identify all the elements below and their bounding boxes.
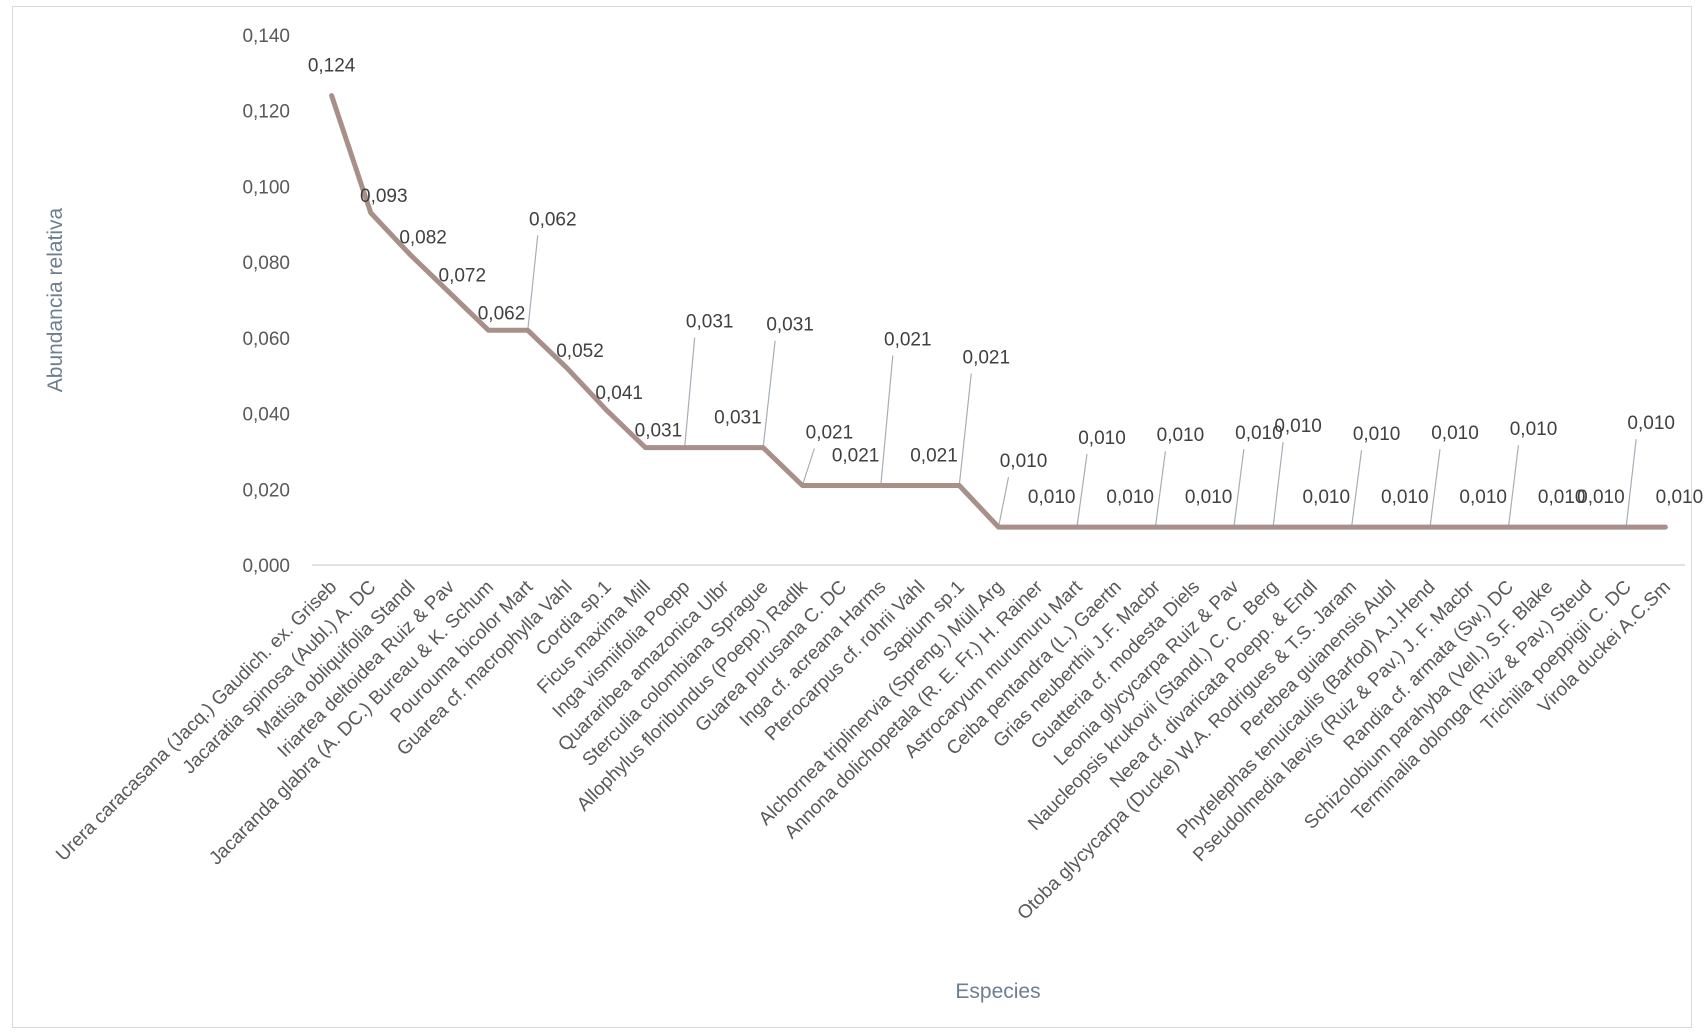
- data-label: 0,010: [1274, 416, 1322, 437]
- y-tick-label: 0,100: [242, 177, 290, 198]
- y-tick-label: 0,040: [242, 405, 290, 426]
- y-tick-label: 0,080: [242, 253, 290, 274]
- leader-line: [1350, 450, 1363, 528]
- data-label: 0,021: [910, 446, 958, 467]
- data-label: 0,021: [806, 423, 854, 444]
- leader-lines: [527, 235, 1637, 528]
- y-tick-label: 0,020: [242, 480, 290, 501]
- y-axis-ticks: 0,000 0,020 0,040 0,060 0,080 0,100 0,120 0,140: [242, 26, 290, 577]
- data-label: 0,010: [1627, 413, 1675, 434]
- leader-line: [801, 448, 815, 486]
- y-tick-label: 0,000: [242, 556, 290, 577]
- data-label: 0,093: [360, 186, 408, 207]
- y-axis-title: Abundancia relativa: [44, 207, 67, 392]
- leader-line: [1154, 451, 1167, 528]
- data-label: 0,010: [1538, 487, 1586, 508]
- data-label: 0,041: [595, 383, 643, 404]
- data-label: 0,010: [1656, 487, 1704, 508]
- series-line: [329, 93, 1668, 530]
- data-label: 0,031: [766, 315, 814, 336]
- data-label: 0,010: [1028, 487, 1076, 508]
- data-label: 0,010: [1078, 428, 1126, 449]
- x-axis-category-labels: Urera caracasana (Jacq.) Gaudich. ex. Gr…: [52, 576, 1675, 924]
- data-label: 0,062: [529, 209, 577, 230]
- y-tick-label: 0,140: [242, 26, 290, 47]
- data-label: 0,021: [884, 330, 932, 351]
- data-label: 0,010: [1185, 487, 1233, 508]
- y-tick-label: 0,060: [242, 329, 290, 350]
- leader-line: [762, 340, 776, 448]
- data-label: 0,010: [1106, 487, 1154, 508]
- data-label: 0,010: [1000, 451, 1048, 472]
- data-label: 0,010: [1577, 487, 1625, 508]
- data-label: 0,010: [1235, 423, 1283, 444]
- x-category-label: Urera caracasana (Jacq.) Gaudich. ex. Gr…: [52, 577, 341, 866]
- data-label: 0,021: [832, 446, 880, 467]
- data-label: 0,031: [635, 421, 683, 442]
- data-label: 0,010: [1353, 424, 1401, 445]
- data-labels: 0,124 0,093 0,082 0,072 0,062 0,062 0,052 0,041…: [308, 56, 1703, 509]
- leader-line: [1429, 449, 1441, 528]
- leader-line: [880, 355, 894, 486]
- leader-line: [997, 477, 1010, 528]
- data-label: 0,052: [556, 341, 604, 362]
- leader-line: [1507, 445, 1520, 528]
- leader-line: [684, 337, 696, 448]
- data-label: 0,124: [308, 56, 356, 77]
- data-label: 0,072: [439, 265, 487, 286]
- leader-line: [1625, 439, 1637, 528]
- leader-line: [1076, 454, 1088, 528]
- x-category-label: Jacaranda glabra (A. DC.) Bureau & K. Sc…: [205, 577, 498, 870]
- leader-line: [1233, 449, 1245, 528]
- data-label: 0,031: [686, 312, 734, 333]
- chart-frame: [12, 6, 1692, 1028]
- data-label: 0,031: [714, 408, 762, 429]
- data-label: 0,010: [1431, 423, 1479, 444]
- x-axis-title: Especies: [955, 980, 1040, 1003]
- leader-line: [1272, 442, 1284, 528]
- data-label: 0,010: [1459, 487, 1507, 508]
- data-label: 0,082: [399, 228, 447, 249]
- data-label: 0,010: [1510, 419, 1558, 440]
- data-label: 0,062: [478, 303, 526, 324]
- data-label: 0,021: [963, 348, 1011, 369]
- data-label: 0,010: [1303, 487, 1351, 508]
- y-tick-label: 0,120: [242, 102, 290, 123]
- leader-line: [527, 235, 539, 331]
- data-label: 0,010: [1381, 487, 1429, 508]
- data-label: 0,010: [1157, 425, 1205, 446]
- leader-line: [958, 373, 972, 486]
